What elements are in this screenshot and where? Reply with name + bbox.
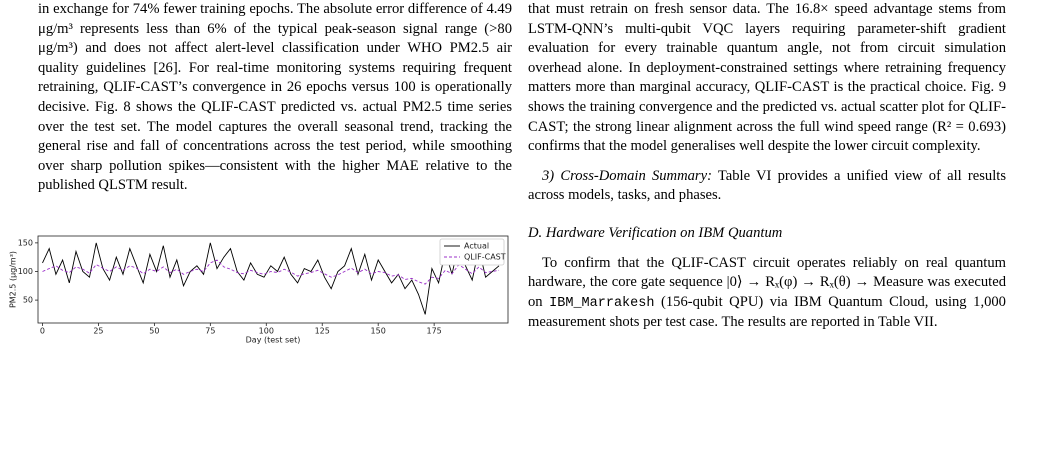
- x-tick-label: 50: [149, 327, 159, 336]
- y-tick-label: 50: [23, 296, 33, 305]
- paragraph: that must retrain on fresh sensor data. …: [528, 1, 1006, 155]
- paragraph: To confirm that the QLIF-CAST circuit op…: [528, 254, 1006, 333]
- text: (156-qubit QPU) via IBM Quantum Cloud, u…: [528, 293, 1006, 331]
- right-column: that must retrain on fresh sensor data. …: [528, 0, 1006, 333]
- x-tick-label: 150: [371, 327, 386, 336]
- plot-frame: [37, 235, 509, 324]
- text: To confirm that the QLIF-CAST circuit op…: [528, 254, 1006, 310]
- left-column: in exchange for 74% fewer training epoch…: [38, 0, 512, 196]
- y-tick-label: 100: [18, 267, 33, 276]
- x-axis-label: Day (test set): [246, 336, 301, 345]
- y-tick-label: 150: [18, 238, 33, 247]
- x-tick-label: 175: [427, 327, 442, 336]
- x-tick-label: 0: [40, 327, 45, 336]
- paragraph: 3) Cross-Domain Summary: Table VI provid…: [528, 167, 1006, 206]
- y-axis-label: PM2.5 (μg/m³): [9, 251, 18, 308]
- paragraph: in exchange for 74% fewer training epoch…: [38, 1, 512, 194]
- series-line: [42, 259, 500, 285]
- x-tick-label: 100: [259, 327, 274, 336]
- code: IBM_Marrakesh: [549, 295, 655, 311]
- x-tick-label: 125: [315, 327, 330, 336]
- legend-box: [439, 238, 505, 266]
- section-heading: D. Hardware Verification on IBM Quantum: [528, 224, 783, 241]
- series-line: [42, 242, 500, 315]
- legend-label: Actual: [464, 242, 489, 251]
- figure: 0 25 50 75 100 125 150 175 50 100 150 Day (test set…: [9, 235, 509, 345]
- subsection-label: 3) Cross-Domain Summary:: [542, 167, 712, 184]
- x-tick-label: 75: [205, 327, 215, 336]
- x-tick-label: 25: [93, 327, 103, 336]
- legend-label: QLIF-CAST: [464, 253, 506, 262]
- text: Table VI provides a unified view of all …: [528, 167, 1007, 204]
